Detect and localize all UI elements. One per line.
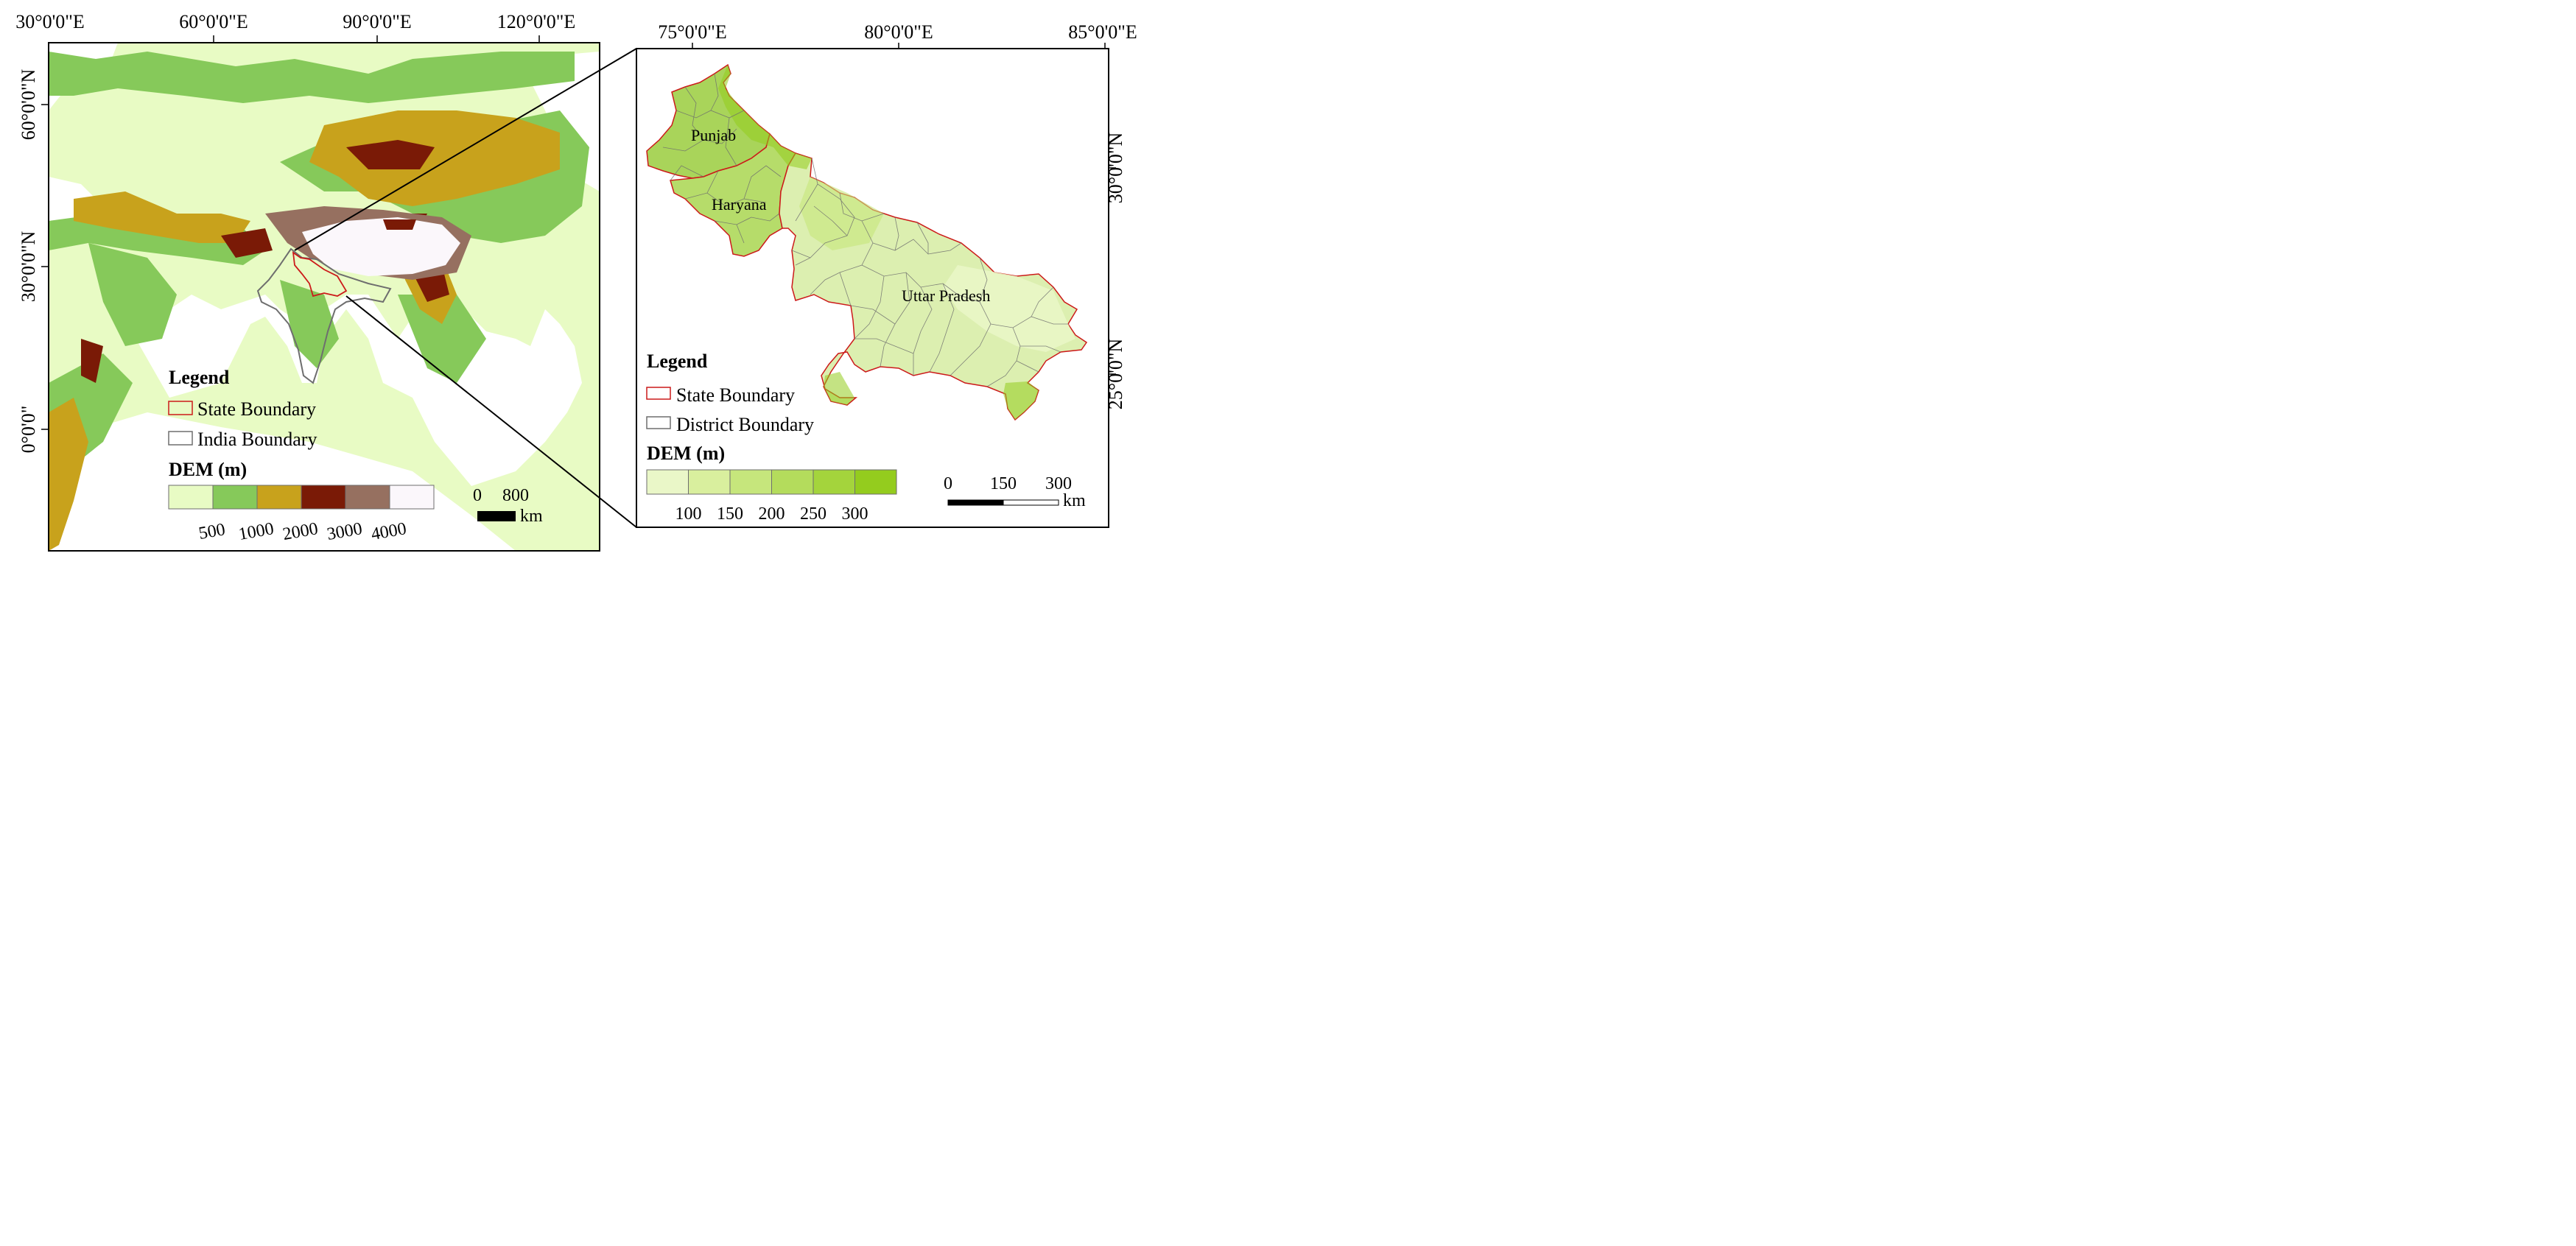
left-scale-value-0: 0 <box>473 486 482 505</box>
dem-label-200: 200 <box>759 504 785 524</box>
right-legend-dem-title: DEM (m) <box>647 443 725 464</box>
left-legend-dem-title: DEM (m) <box>169 459 247 480</box>
right-dem-labels: 100 150 200 250 300 <box>675 504 868 524</box>
right-legend-state-label: State Boundary <box>676 384 795 406</box>
left-map: 30°0'0"E 60°0'0"E 90°0'0"E 120°0'0"E 60°… <box>15 11 600 552</box>
left-lat-tick-30n: 30°0'0"N <box>18 231 39 303</box>
left-legend-state-swatch <box>168 401 193 415</box>
dem-2000-3000 <box>81 339 103 383</box>
right-scale-unit: km <box>1063 491 1086 510</box>
right-map-frame <box>636 48 1109 528</box>
dem-swatch-4 <box>345 485 390 510</box>
dem-swatch-4 <box>813 469 855 495</box>
right-dem-colorbar <box>646 469 897 495</box>
right-scale-value-300: 300 <box>1045 474 1072 493</box>
dem-500-1000 <box>398 295 486 383</box>
dem-low-patch <box>943 265 1075 352</box>
state-label-haryana: Haryana <box>712 195 767 214</box>
dem-above-4000 <box>302 217 460 276</box>
dem-swatch-3 <box>301 485 346 510</box>
dem-swatch-2 <box>729 469 772 495</box>
zoom-connector-bottom <box>345 295 637 528</box>
left-lon-tick-90e: 90°0'0"E <box>343 11 412 32</box>
dem-high-patch <box>718 65 812 169</box>
right-legend-district-swatch <box>646 416 671 429</box>
right-lon-tick-75e: 75°0'0"E <box>658 21 727 43</box>
dem-label-500: 500 <box>197 520 227 543</box>
dem-swatch-1 <box>212 485 258 510</box>
dem-mid-patch <box>799 177 884 250</box>
dem-label-100: 100 <box>675 504 702 524</box>
dem-1000-2000 <box>309 110 560 206</box>
left-lon-tick-120e: 120°0'0"E <box>497 11 576 32</box>
district-boundaries <box>662 73 1068 387</box>
dem-swatch-2 <box>256 485 302 510</box>
zoom-connector-top <box>294 48 637 251</box>
dem-500-1000 <box>49 52 575 103</box>
right-scale-value-150: 150 <box>990 474 1017 493</box>
dem-2000-3000 <box>383 219 416 230</box>
left-map-frame <box>48 42 600 552</box>
dem-label-150: 150 <box>717 504 743 524</box>
right-scale-value-0: 0 <box>944 474 952 493</box>
dem-2000-3000 <box>346 140 435 169</box>
state-label-uttar-pradesh: Uttar Pradesh <box>902 286 990 305</box>
dem-1000-2000 <box>74 191 250 243</box>
left-lon-tick-60e: 60°0'0"E <box>179 11 248 32</box>
dem-500-1000 <box>88 243 177 346</box>
left-scale-unit: km <box>520 507 543 526</box>
left-lat-tick-0: 0°0'0" <box>18 406 39 454</box>
dem-swatch-0 <box>168 485 214 510</box>
right-map: 75°0'0"E 80°0'0"E 85°0'0"E 30°0'0"N 25°0… <box>636 21 1137 528</box>
india-boundary <box>256 247 392 384</box>
dem-swatch-0 <box>646 469 689 495</box>
left-dem-colorbar <box>168 485 435 510</box>
left-scale-value-800: 800 <box>502 486 529 505</box>
map-figure: 30°0'0"E 60°0'0"E 90°0'0"E 120°0'0"E 60°… <box>15 11 1137 552</box>
left-legend-state-label: State Boundary <box>197 398 316 420</box>
state-label-punjab: Punjab <box>691 126 736 144</box>
dem-2000-3000 <box>221 228 273 258</box>
right-lon-tick-85e: 85°0'0"E <box>1068 21 1137 43</box>
left-lon-tick-30e: 30°0'0"E <box>15 11 85 32</box>
dem-swatch-1 <box>688 469 731 495</box>
dem-high-patch <box>1003 381 1039 420</box>
dem-label-250: 250 <box>800 504 827 524</box>
right-scale-bar-white <box>1003 499 1059 506</box>
dem-swatch-5 <box>389 485 435 510</box>
dem-label-300: 300 <box>842 504 868 524</box>
dem-swatch-3 <box>771 469 814 495</box>
left-legend-title: Legend <box>169 367 230 388</box>
left-scale-bar <box>477 511 516 521</box>
left-lat-tick-60n: 60°0'0"N <box>18 69 39 141</box>
right-legend-district-label: District Boundary <box>676 414 814 435</box>
left-legend-india-label: India Boundary <box>197 429 317 450</box>
dem-swatch-5 <box>854 469 897 495</box>
right-scale-bar-black <box>947 499 1004 506</box>
right-lon-tick-80e: 80°0'0"E <box>864 21 933 43</box>
left-legend-india-swatch <box>168 431 193 446</box>
state-boundary <box>292 251 348 298</box>
right-legend-title: Legend <box>647 351 708 372</box>
left-dem-raster <box>49 43 600 551</box>
ocean <box>49 412 516 551</box>
dem-1000-2000 <box>49 398 88 551</box>
dem-high-patch <box>824 372 854 405</box>
right-legend-state-swatch <box>646 387 671 400</box>
